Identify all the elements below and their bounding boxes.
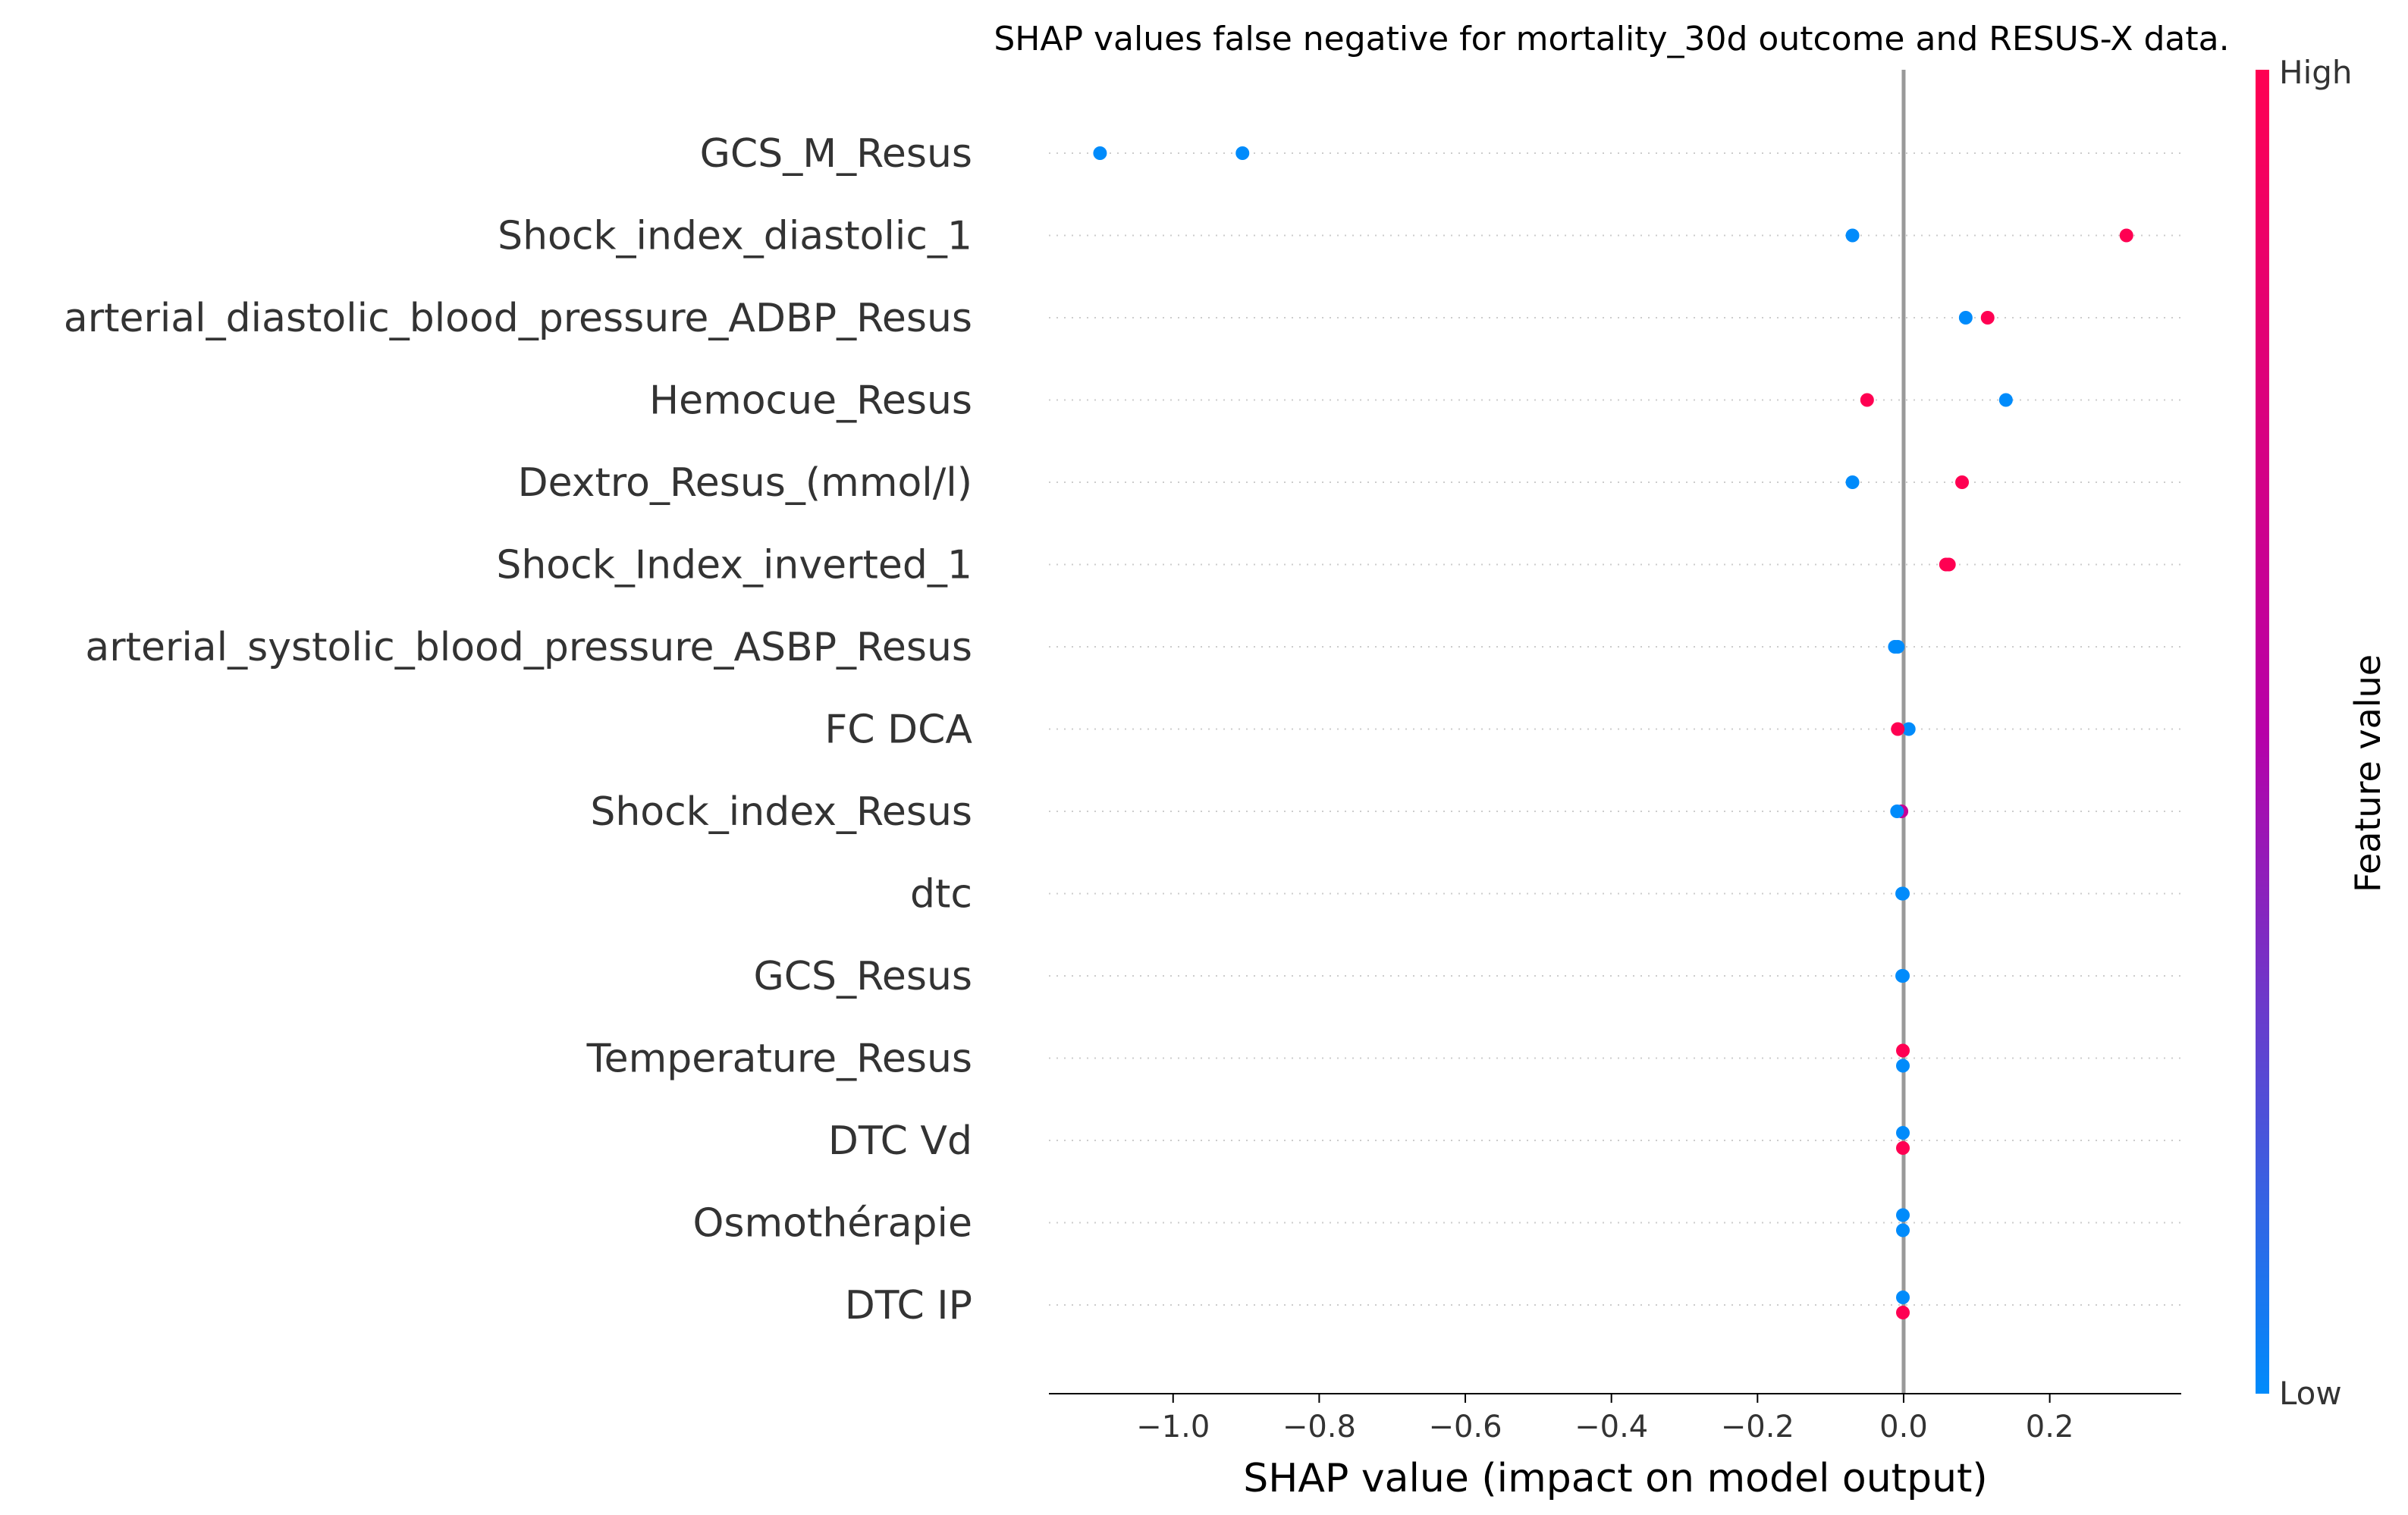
- feature-label: Osmothérapie: [692, 1201, 972, 1247]
- shap-point: [1896, 969, 1910, 983]
- feature-label: arterial_diastolic_blood_pressure_ADBP_R…: [64, 296, 972, 341]
- shap-point: [1093, 146, 1107, 160]
- shap-point: [1896, 1059, 1910, 1073]
- shap-point: [1980, 311, 1995, 325]
- x-tick-label: 0.2: [2026, 1410, 2074, 1444]
- shap-point: [1896, 1208, 1910, 1222]
- x-axis-label: SHAP value (impact on model output): [1243, 1456, 1987, 1501]
- shap-point: [1896, 1306, 1910, 1319]
- x-tick-label: 0.0: [1879, 1410, 1928, 1444]
- shap-point: [1896, 886, 1910, 901]
- shap-point: [1958, 311, 1973, 325]
- feature-label: GCS_Resus: [753, 954, 972, 999]
- shap-point: [1896, 1291, 1910, 1304]
- shap-point: [1896, 1043, 1910, 1058]
- feature-label: FC DCA: [824, 707, 972, 753]
- feature-label: Shock_index_diastolic_1: [498, 214, 972, 259]
- shap-points: [1093, 146, 2133, 1319]
- chart-title: SHAP values false negative for mortality…: [994, 20, 2229, 58]
- x-axis-ticks: −1.0 −0.8 −0.6 −0.4 −0.2 0.0 0.2: [1136, 1394, 2074, 1444]
- colorbar-low-label: Low: [2279, 1375, 2342, 1412]
- shap-point: [1890, 805, 1904, 818]
- shap-point: [1942, 557, 1956, 572]
- feature-label: Shock_index_Resus: [590, 789, 972, 835]
- colorbar-high-label: High: [2279, 54, 2353, 91]
- shap-point: [1845, 475, 1860, 489]
- feature-label: Dextro_Resus_(mmol/l): [518, 460, 972, 506]
- feature-label: Shock_Index_inverted_1: [496, 543, 972, 588]
- feature-labels: GCS_M_Resus Shock_index_diastolic_1arteri…: [64, 131, 973, 1328]
- feature-label: DTC IP: [845, 1283, 972, 1328]
- x-tick-label: −1.0: [1136, 1410, 1210, 1444]
- shap-point: [1891, 640, 1905, 654]
- colorbar-title: Feature value: [2347, 654, 2388, 892]
- shap-point: [1998, 393, 2013, 407]
- shap-point: [1845, 228, 1860, 243]
- shap-point: [1901, 722, 1916, 736]
- feature-label: dtc: [910, 872, 972, 917]
- feature-label: Temperature_Resus: [586, 1037, 972, 1082]
- shap-point: [1896, 1223, 1910, 1237]
- colorbar: [2256, 70, 2269, 1394]
- shap-point: [1955, 475, 1970, 489]
- x-tick-label: −0.2: [1721, 1410, 1794, 1444]
- shap-point: [1896, 1126, 1910, 1140]
- shap-point: [2119, 228, 2133, 243]
- shap-point: [1896, 1141, 1910, 1155]
- feature-label: GCS_M_Resus: [700, 131, 972, 177]
- feature-label: Hemocue_Resus: [649, 378, 972, 424]
- shap-point: [1235, 146, 1250, 160]
- x-tick-label: −0.8: [1282, 1410, 1356, 1444]
- feature-label: arterial_systolic_blood_pressure_ASBP_Re…: [85, 625, 972, 670]
- shap-point: [1891, 722, 1905, 736]
- shap-point: [1860, 393, 1874, 407]
- feature-label: DTC Vd: [828, 1118, 972, 1164]
- x-tick-label: −0.4: [1574, 1410, 1648, 1444]
- x-tick-label: −0.6: [1428, 1410, 1502, 1444]
- row-gridlines: [1049, 152, 2181, 1306]
